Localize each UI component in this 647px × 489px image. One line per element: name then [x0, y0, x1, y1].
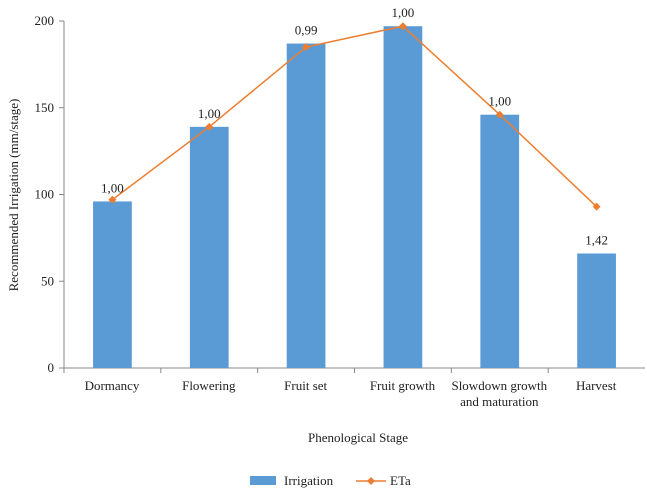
marker [108, 195, 117, 204]
bar [383, 26, 423, 369]
annotation: 0,99 [295, 23, 318, 38]
bar [189, 126, 229, 369]
legend-marker [367, 477, 375, 485]
legend-label: Irrigation [284, 473, 334, 488]
bar [577, 253, 616, 368]
y-axis-title: Recommended Irrigation (mm/stage) [6, 99, 21, 292]
y-tick-label: 100 [35, 187, 55, 202]
annotation: 1,42 [585, 232, 608, 247]
marker [205, 122, 214, 131]
annotation: 1,00 [101, 180, 124, 195]
annotation: 1,00 [198, 106, 221, 121]
marker [592, 202, 601, 211]
y-tick-label: 200 [35, 13, 55, 28]
annotation: 1,00 [392, 5, 415, 20]
marker [495, 110, 504, 119]
x-tick-label: Fruit set [284, 378, 328, 393]
bar [286, 43, 326, 369]
x-tick-label: Slowdown growth and maturation [451, 378, 548, 409]
annotation: 1,00 [488, 94, 511, 109]
legend-label: ETa [390, 473, 411, 488]
y-tick-label: 50 [41, 273, 54, 288]
y-tick-label: 150 [35, 100, 55, 115]
marker [302, 43, 311, 52]
line [111, 25, 598, 208]
y-tick-label: 0 [48, 360, 55, 375]
marker [398, 22, 407, 31]
x-tick-label: Harvest [575, 378, 617, 393]
bar [480, 114, 520, 368]
bar [93, 201, 132, 368]
legend-swatch [250, 476, 276, 485]
x-axis-title: Phenological Stage [308, 430, 408, 445]
x-tick-label: Dormancy [84, 378, 140, 393]
x-tick-label: Flowering [182, 378, 236, 393]
x-tick-label: Fruit growth [369, 378, 436, 393]
